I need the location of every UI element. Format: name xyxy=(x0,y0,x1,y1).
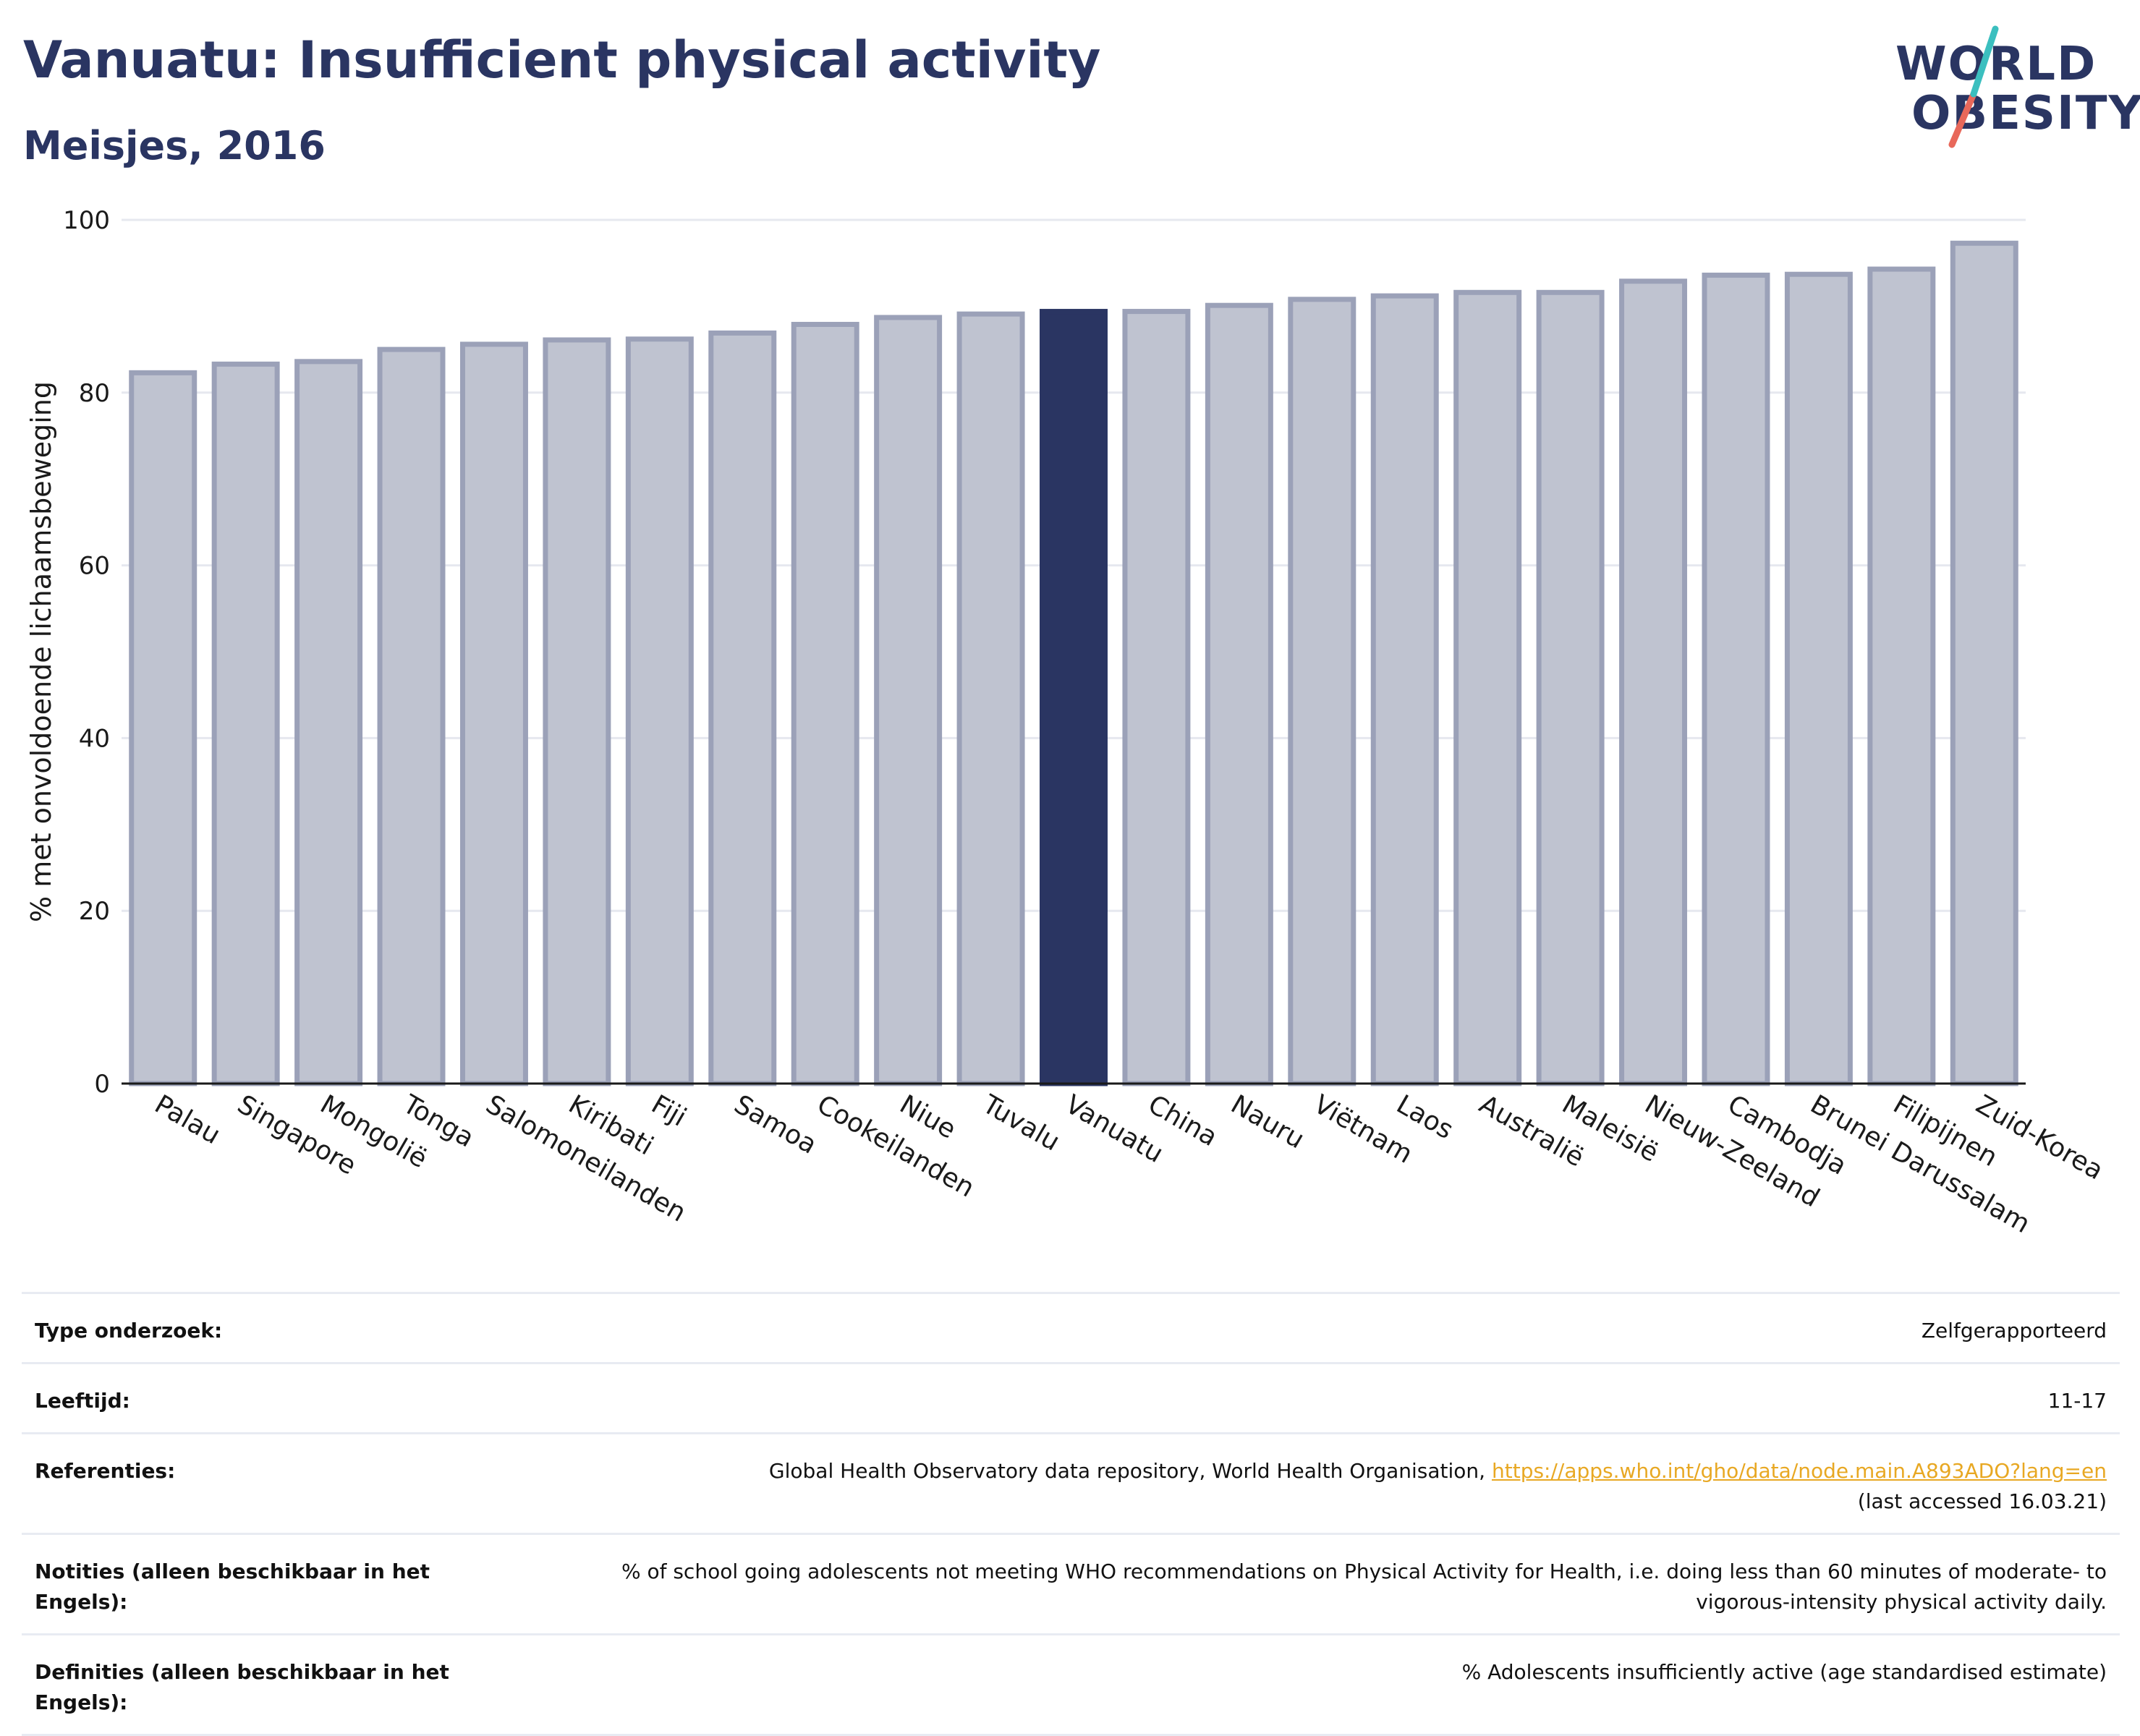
bar-maleisi- xyxy=(1536,289,1605,1086)
logo-slash-icon xyxy=(1948,25,1999,148)
bar-brunei-darussalam xyxy=(1784,271,1853,1086)
bar-nieuw-zeeland xyxy=(1619,278,1688,1086)
y-tick-label: 20 xyxy=(79,897,110,926)
bar-salomoneilanden xyxy=(459,341,528,1086)
info-value: 11-17 xyxy=(2047,1389,2107,1413)
info-value: % Adolescents insufficiently active (age… xyxy=(1461,1660,2107,1684)
y-tick-label: 0 xyxy=(94,1070,110,1099)
bars xyxy=(129,240,2018,1086)
info-label: Leeftijd: xyxy=(35,1389,130,1413)
bar-tonga xyxy=(377,346,446,1086)
y-tick-label: 40 xyxy=(79,724,110,753)
bar-zuid-korea xyxy=(1950,240,2018,1086)
info-row-age: Leeftijd: 11-17 xyxy=(22,1362,2120,1432)
chart-subtitle: Meisjes, 2016 xyxy=(23,123,326,169)
bar-australi- xyxy=(1453,289,1522,1086)
bar-niue xyxy=(874,315,943,1086)
info-table: Type onderzoek: Zelfgerapporteerd Leefti… xyxy=(22,1292,2120,1736)
bar-samoa xyxy=(708,330,777,1086)
info-value: Zelfgerapporteerd xyxy=(1921,1319,2107,1343)
bar-palau xyxy=(129,370,198,1086)
bar-cambodja xyxy=(1702,272,1770,1086)
bar-mongoli- xyxy=(294,359,363,1086)
info-row-notes: Notities (alleen beschikbaar in het Enge… xyxy=(22,1533,2120,1633)
bar-fiji xyxy=(625,336,694,1086)
x-tick-label: Zuid-Korea xyxy=(1971,1089,2108,1186)
bar-vi-tnam xyxy=(1288,297,1356,1086)
x-tick-label: Tuvalu xyxy=(977,1089,1064,1157)
chart-title: Vanuatu: Insufficient physical activity xyxy=(23,30,1101,90)
bar-singapore xyxy=(211,361,280,1086)
y-tick-label: 60 xyxy=(79,552,110,581)
info-label: Referenties: xyxy=(35,1459,176,1483)
world-obesity-logo: WORLD OBESITY xyxy=(1881,22,2140,152)
info-label: Notities (alleen beschikbaar in het Enge… xyxy=(35,1560,430,1614)
y-tick-label: 100 xyxy=(63,206,110,235)
reference-accessed: (last accessed 16.03.21) xyxy=(1857,1489,2107,1513)
reference-link[interactable]: https://apps.who.int/gho/data/node.main.… xyxy=(1491,1459,2107,1483)
x-tick-label: Cookeilanden xyxy=(812,1089,979,1203)
x-tick-label: Samoa xyxy=(729,1089,822,1160)
info-label: Definities (alleen beschikbaar in het En… xyxy=(35,1660,449,1714)
y-tick-label: 80 xyxy=(79,379,110,408)
reference-text: Global Health Observatory data repositor… xyxy=(768,1459,1492,1483)
logo-line2: OBESITY xyxy=(1911,87,2140,140)
bar-vanuatu xyxy=(1040,309,1108,1086)
info-row-references: Referenties: Global Health Observatory d… xyxy=(22,1432,2120,1533)
info-row-survey-type: Type onderzoek: Zelfgerapporteerd xyxy=(22,1292,2120,1362)
bar-kiribati xyxy=(543,337,611,1086)
info-value: % of school going adolescents not meetin… xyxy=(621,1560,2107,1614)
bar-cookeilanden xyxy=(791,321,859,1086)
x-tick-label: Nauru xyxy=(1226,1089,1309,1154)
bar-nauru xyxy=(1205,302,1273,1086)
info-value: Global Health Observatory data repositor… xyxy=(551,1456,2107,1517)
info-row-definitions: Definities (alleen beschikbaar in het En… xyxy=(22,1633,2120,1736)
bar-china xyxy=(1122,309,1191,1086)
info-label: Type onderzoek: xyxy=(35,1319,223,1343)
bar-laos xyxy=(1370,293,1439,1086)
y-axis-title: % met onvoldoende lichaamsbeweging xyxy=(25,381,57,922)
x-tick-label: Fiji xyxy=(646,1089,691,1133)
bar-filipijnen xyxy=(1867,266,1936,1086)
bar-tuvalu xyxy=(956,311,1025,1086)
logo-line1: WORLD xyxy=(1895,38,2097,91)
x-tick-label: Palau xyxy=(150,1089,226,1150)
